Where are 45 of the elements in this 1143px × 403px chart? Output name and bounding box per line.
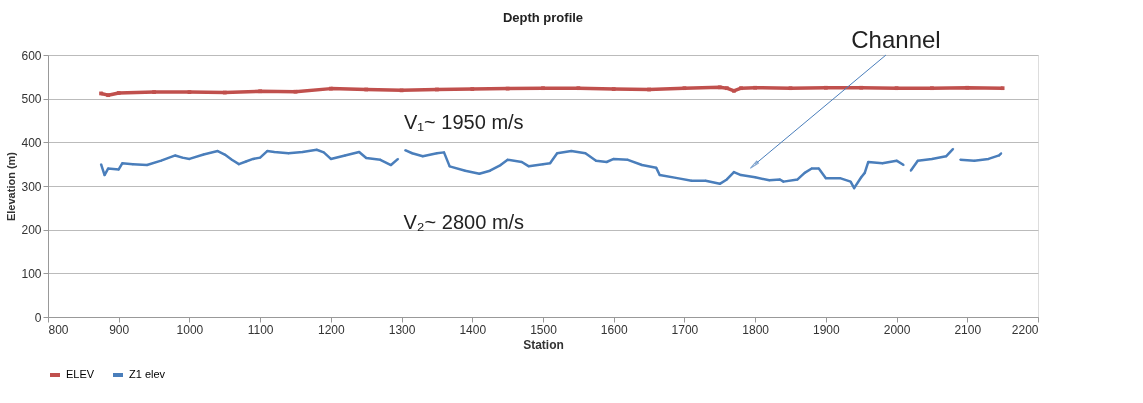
x-tick-label: 1100 (247, 322, 274, 337)
x-tick-label: 1200 (318, 322, 346, 337)
x-tick-label: 2000 (883, 322, 911, 337)
y-tick-label: 200 (21, 223, 42, 238)
annotation: Channel (851, 26, 941, 53)
x-tick-label: 1800 (742, 322, 770, 337)
y-tick-label: 0 (34, 310, 42, 325)
point (724, 86, 729, 91)
point (611, 87, 616, 91)
x-tick-label: 1300 (388, 322, 416, 337)
y-tick-label: 400 (21, 135, 42, 150)
x-tick-label: 1400 (459, 322, 487, 337)
chart-title: Depth profile (502, 10, 584, 25)
legend-label: Z1 elev (129, 368, 166, 380)
legend-label: ELEV (66, 368, 95, 380)
point (717, 85, 722, 90)
x-axis-title: Station (523, 337, 564, 352)
point (470, 87, 475, 91)
y-axis-title: Elevation (m) (5, 151, 18, 222)
x-tick-label: 900 (109, 322, 130, 337)
point (753, 85, 758, 90)
point (732, 88, 736, 93)
point (859, 85, 864, 90)
point (1000, 86, 1005, 91)
point (739, 86, 743, 91)
x-tick-label: 1000 (176, 322, 204, 337)
point (152, 90, 156, 94)
point (823, 85, 828, 90)
x-tick-label: 1700 (671, 322, 699, 337)
x-tick-label: 1600 (600, 322, 628, 337)
x-tick-label: 2100 (954, 322, 982, 337)
y-tick-label: 600 (21, 48, 42, 63)
point (258, 89, 263, 94)
annotation: V₁~ 1950 m/s (404, 111, 524, 134)
x-tick-label: 1900 (813, 322, 841, 337)
point (116, 91, 121, 95)
y-tick-label: 300 (21, 179, 42, 194)
point (576, 86, 581, 91)
x-tick-label: 800 (48, 322, 69, 337)
x-tick-label: 2200 (1011, 322, 1039, 337)
x-tick-label: 1500 (530, 322, 558, 337)
y-tick-label: 100 (21, 266, 42, 281)
y-tick-label: 500 (21, 92, 42, 107)
annotation: V₂~ 2800 m/s (403, 210, 525, 233)
point (965, 85, 970, 90)
